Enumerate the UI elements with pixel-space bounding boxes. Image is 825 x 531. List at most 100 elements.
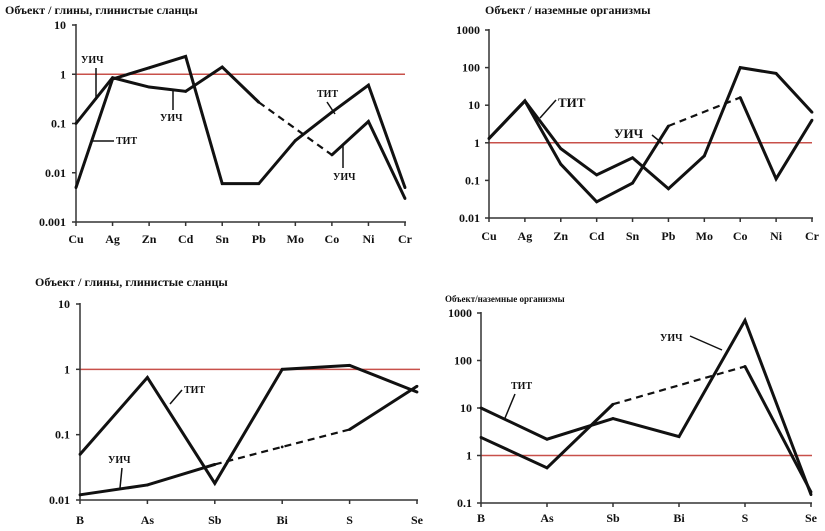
x-tick-label: S bbox=[346, 513, 353, 527]
data-point bbox=[479, 406, 483, 410]
data-point bbox=[611, 417, 615, 420]
annotation-label: УИЧ bbox=[81, 55, 104, 66]
series-dashed-segment bbox=[258, 101, 333, 156]
data-point bbox=[743, 318, 747, 322]
x-tick-label: Co bbox=[325, 232, 340, 246]
data-point bbox=[595, 200, 599, 204]
data-point bbox=[809, 493, 813, 497]
x-tick-label: Pb bbox=[661, 229, 675, 243]
data-point bbox=[595, 173, 599, 177]
y-tick-label: 100 bbox=[462, 61, 480, 75]
x-tick-label: B bbox=[477, 511, 485, 525]
x-tick-label: Zn bbox=[142, 232, 157, 246]
annotation-leader bbox=[326, 101, 336, 115]
data-point bbox=[257, 100, 261, 104]
data-point bbox=[677, 435, 681, 438]
data-point bbox=[146, 376, 149, 379]
chart-title: Объект / глины, глинистые сланцы bbox=[5, 3, 198, 17]
y-tick-label: 10 bbox=[58, 297, 70, 311]
x-tick-label: Ni bbox=[362, 232, 375, 246]
x-tick-label: As bbox=[141, 513, 155, 527]
data-point bbox=[810, 110, 814, 114]
x-tick-label: As bbox=[540, 511, 554, 525]
x-tick-label: Co bbox=[733, 229, 748, 243]
data-point bbox=[348, 363, 351, 367]
data-point bbox=[559, 162, 563, 166]
chart-title: Объект / глины, глинистые сланцы bbox=[35, 275, 228, 289]
data-point bbox=[330, 153, 334, 157]
x-tick-label: Sn bbox=[626, 229, 640, 243]
annotation-label: ТИТ bbox=[511, 381, 532, 392]
series-dashed-segment bbox=[612, 365, 746, 406]
data-point bbox=[280, 367, 284, 371]
data-point bbox=[78, 452, 82, 456]
annotation-label: УИЧ bbox=[108, 455, 131, 466]
chart-title: Объект / наземные организмы bbox=[485, 3, 651, 17]
chart-panel-2: Объект / наземные организмы 1000 100 10 1 0.1… bbox=[456, 3, 820, 243]
x-tick-label: Mo bbox=[696, 229, 713, 243]
series-1 bbox=[487, 65, 814, 191]
y-tick-label: 100 bbox=[454, 354, 472, 368]
data-point bbox=[738, 96, 742, 99]
data-point bbox=[545, 437, 549, 441]
x-tick-label: Zn bbox=[553, 229, 568, 243]
y-tick-label: 1 bbox=[466, 449, 472, 463]
x-tick-label: Cu bbox=[481, 229, 497, 243]
annotation-leader bbox=[539, 99, 557, 119]
data-point bbox=[403, 197, 407, 200]
data-point bbox=[213, 481, 217, 485]
series-line bbox=[78, 363, 418, 487]
y-tick-label: 0.001 bbox=[39, 215, 66, 229]
y-tick-label: 0.1 bbox=[55, 428, 70, 442]
data-point bbox=[348, 428, 351, 431]
data-point bbox=[111, 77, 114, 81]
x-tick-label: Sb bbox=[606, 511, 620, 525]
annotation-leader bbox=[504, 393, 516, 419]
x-tick-label: S bbox=[742, 511, 749, 525]
data-point bbox=[667, 187, 670, 191]
data-point bbox=[415, 390, 419, 394]
data-point bbox=[631, 181, 634, 185]
y-tick-label: 10 bbox=[468, 98, 480, 112]
data-point bbox=[403, 186, 407, 189]
data-point bbox=[184, 89, 188, 93]
x-tick-label: Pb bbox=[252, 232, 266, 246]
series-line bbox=[743, 365, 813, 493]
y-tick-label: 10 bbox=[460, 401, 472, 415]
series-1 bbox=[479, 316, 813, 497]
series-line bbox=[480, 403, 615, 470]
x-tick-label: Cu bbox=[68, 232, 84, 246]
data-point bbox=[280, 445, 284, 449]
series-line bbox=[480, 316, 813, 496]
series-1 bbox=[78, 363, 419, 487]
y-tick-label: 1 bbox=[64, 362, 70, 376]
series-line bbox=[74, 54, 407, 189]
y-tick-label: 1000 bbox=[448, 306, 472, 320]
series-1 bbox=[74, 65, 407, 200]
series-2 bbox=[479, 365, 813, 494]
x-tick-label: Mo bbox=[287, 232, 304, 246]
series-line bbox=[738, 96, 814, 183]
x-tick-label: Bi bbox=[673, 511, 685, 525]
y-tick-label: 0.01 bbox=[49, 493, 70, 507]
data-point bbox=[147, 85, 151, 89]
annotation-label: УИЧ bbox=[614, 126, 644, 141]
data-point bbox=[487, 137, 491, 140]
series-line bbox=[348, 385, 418, 431]
annotation-label: УИЧ bbox=[660, 333, 683, 344]
data-point bbox=[367, 120, 370, 123]
data-point bbox=[147, 66, 151, 70]
annotation-leader bbox=[119, 467, 123, 489]
data-point bbox=[220, 65, 224, 69]
data-point bbox=[743, 365, 747, 368]
annotation-leader bbox=[169, 389, 183, 405]
x-tick-label: Bi bbox=[277, 513, 289, 527]
data-point bbox=[774, 72, 778, 75]
data-point bbox=[774, 177, 778, 181]
annotation-label: ТИТ bbox=[116, 136, 137, 147]
data-point bbox=[479, 436, 483, 439]
y-tick-label: 1000 bbox=[456, 23, 480, 37]
y-tick-label: 0.01 bbox=[459, 211, 480, 225]
x-tick-label: Se bbox=[805, 511, 818, 525]
data-point bbox=[631, 156, 634, 160]
